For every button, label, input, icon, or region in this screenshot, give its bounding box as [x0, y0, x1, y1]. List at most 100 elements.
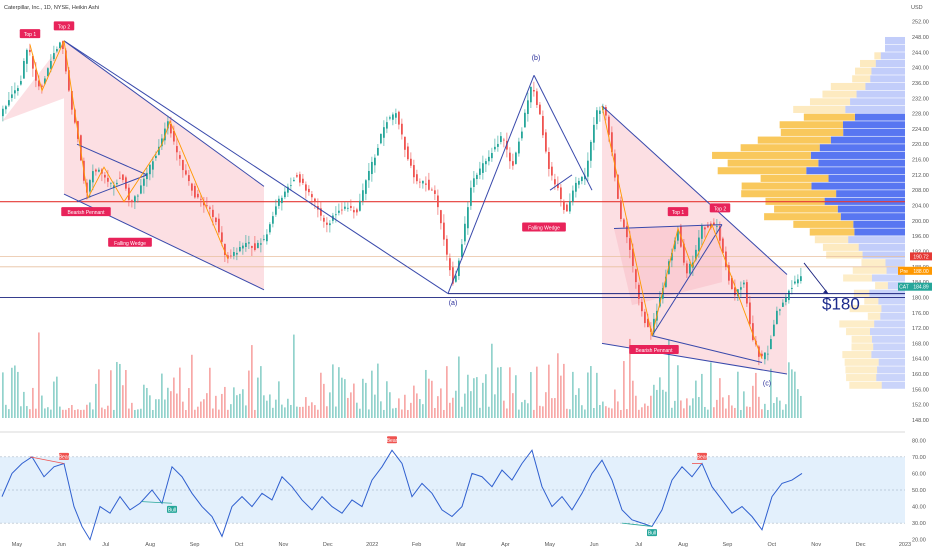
volume-bar: [602, 401, 604, 418]
volume-bar: [626, 409, 628, 418]
time-tick-label: Jul: [102, 542, 109, 548]
candle-body: [143, 178, 145, 186]
candle-body: [104, 174, 106, 178]
volume-bar: [569, 409, 571, 418]
volume-bar: [338, 367, 340, 418]
volume-bar: [500, 366, 502, 418]
candle-body: [776, 310, 778, 324]
target-arrow-line: [803, 262, 829, 294]
candle-body: [380, 133, 382, 144]
volume-profile-up-bar: [828, 174, 905, 182]
volume-bar: [230, 404, 232, 418]
volume-bar: [113, 409, 115, 418]
candle-body: [305, 184, 307, 191]
top1-tag-background: [19, 29, 41, 39]
price-tick-label: 180.00: [912, 295, 929, 301]
candle-body: [716, 226, 718, 228]
volume-bar: [527, 403, 529, 418]
candle-body: [590, 141, 592, 161]
volume-profile-up-bar: [885, 44, 905, 52]
candle-body: [464, 223, 466, 242]
candle-body: [92, 171, 94, 183]
volume-bar: [635, 395, 637, 418]
volume-bar: [458, 356, 460, 418]
candle-body: [212, 209, 214, 218]
volume-bar: [710, 362, 712, 418]
candle-body: [110, 182, 112, 184]
price-tick-label: 200.00: [912, 219, 929, 225]
candle-body: [449, 258, 451, 271]
wave-c-label: (c): [763, 381, 771, 388]
volume-bar: [632, 380, 634, 418]
trend-lines: [29, 40, 905, 375]
candle-body: [743, 282, 745, 285]
volume-bar: [392, 408, 394, 418]
volume-bar: [647, 405, 649, 418]
candle-body: [2, 108, 4, 117]
candle-body: [644, 311, 646, 324]
candle-body: [638, 284, 640, 299]
candle-body: [392, 114, 394, 120]
volume-bar: [722, 397, 724, 418]
volume-profile-up-bar: [865, 82, 905, 91]
candle-body: [23, 61, 25, 79]
volume-bar: [497, 367, 499, 418]
candle-body: [518, 141, 520, 154]
candle-body: [413, 165, 415, 178]
volume-bar: [590, 366, 592, 418]
candle-body: [665, 276, 667, 288]
volume-profile-down-bar: [855, 67, 872, 75]
candle-body: [557, 183, 559, 189]
wave-line: [447, 75, 535, 294]
volume-bar: [473, 378, 475, 418]
volume-bar: [788, 362, 790, 418]
volume-profile-down-bar: [822, 243, 859, 251]
volume-bar: [341, 377, 343, 418]
volume-bar: [668, 339, 670, 418]
candle-body: [431, 189, 433, 191]
candle-body: [767, 353, 769, 355]
volume-profile-up-bar: [853, 220, 905, 228]
candle-body: [152, 161, 154, 170]
candle-body: [584, 175, 586, 180]
candle-body: [350, 206, 352, 208]
volume-bar: [83, 409, 85, 418]
volume-bar: [173, 377, 175, 418]
volume-bar: [221, 393, 223, 418]
volume-bar: [92, 409, 94, 418]
volume-bar: [182, 401, 184, 418]
volume-bar: [233, 387, 235, 418]
price-tick-label: 248.00: [912, 35, 929, 41]
rsi-divergence-line: [29, 456, 65, 464]
volume-bar: [743, 391, 745, 418]
volume-profile-down-bar: [779, 121, 843, 129]
volume-profile-up-bar: [873, 343, 905, 351]
volume-bar: [278, 381, 280, 418]
volume-bar: [59, 406, 61, 418]
price-tick-label: 168.00: [912, 341, 929, 347]
time-tick-label: Aug: [678, 542, 688, 548]
volume-profile-up-bar: [806, 167, 905, 175]
candle-body: [113, 185, 115, 188]
volume-profile-down-bar: [757, 136, 831, 144]
volume-bar: [155, 399, 157, 418]
candle-body: [527, 100, 529, 114]
candle-body: [290, 185, 292, 187]
candle-body: [719, 226, 721, 241]
volume-bar: [377, 363, 379, 418]
candle-body: [785, 297, 787, 303]
volume-bar: [194, 409, 196, 418]
candle-body: [632, 248, 634, 266]
candle-body: [362, 190, 364, 201]
candle-body: [446, 238, 448, 255]
volume-profile-up-bar: [862, 251, 905, 259]
volume-bar: [467, 374, 469, 418]
candle-body: [86, 182, 88, 193]
candle-body: [509, 152, 511, 162]
candle-body: [53, 53, 55, 60]
candle-body: [581, 176, 583, 182]
volume-profile-up-bar: [876, 374, 905, 382]
candle-body: [521, 131, 523, 139]
volume-bar: [227, 409, 229, 418]
